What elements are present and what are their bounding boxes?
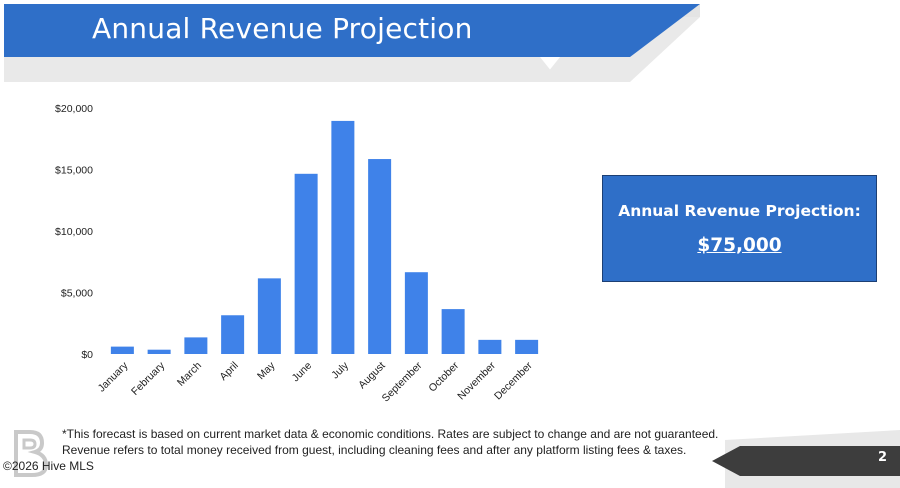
x-tick-label: June <box>290 360 315 385</box>
bar-march <box>184 337 208 354</box>
revenue-summary-box: Annual Revenue Projection: $75,000 <box>602 175 877 282</box>
x-tick-label: November <box>455 359 498 402</box>
x-tick-label: October <box>426 359 461 394</box>
copyright-text: ©2026 Hive MLS <box>3 459 94 473</box>
page-title: Annual Revenue Projection <box>92 12 473 45</box>
x-tick-label: May <box>255 359 278 382</box>
x-tick-label: September <box>380 359 425 404</box>
bar-january <box>110 346 134 354</box>
bar-april <box>221 315 245 354</box>
bar-february <box>147 349 171 354</box>
y-tick-label: $0 <box>81 349 93 361</box>
y-tick-label: $10,000 <box>55 226 93 238</box>
bar-june <box>294 173 318 354</box>
y-tick-label: $5,000 <box>61 288 93 300</box>
summary-value: $75,000 <box>697 234 782 256</box>
bar-october <box>441 309 465 354</box>
y-tick-label: $20,000 <box>55 103 93 115</box>
summary-label: Annual Revenue Projection: <box>618 201 861 220</box>
bar-may <box>257 278 281 354</box>
x-tick-label: December <box>492 359 535 402</box>
x-tick-label: August <box>356 360 388 392</box>
x-tick-label: January <box>96 359 131 394</box>
x-tick-label: July <box>329 359 351 381</box>
page-number: 2 <box>878 450 888 465</box>
mls-logo-icon <box>14 430 49 477</box>
x-tick-label: April <box>217 360 240 383</box>
bar-july <box>331 120 355 354</box>
x-tick-label: February <box>129 359 168 398</box>
bar-august <box>368 159 392 354</box>
bar-september <box>404 272 428 354</box>
forecast-disclaimer: *This forecast is based on current marke… <box>62 427 719 457</box>
bar-december <box>515 339 539 354</box>
bar-november <box>478 339 502 354</box>
x-tick-label: March <box>175 360 204 389</box>
y-tick-label: $15,000 <box>55 165 93 177</box>
